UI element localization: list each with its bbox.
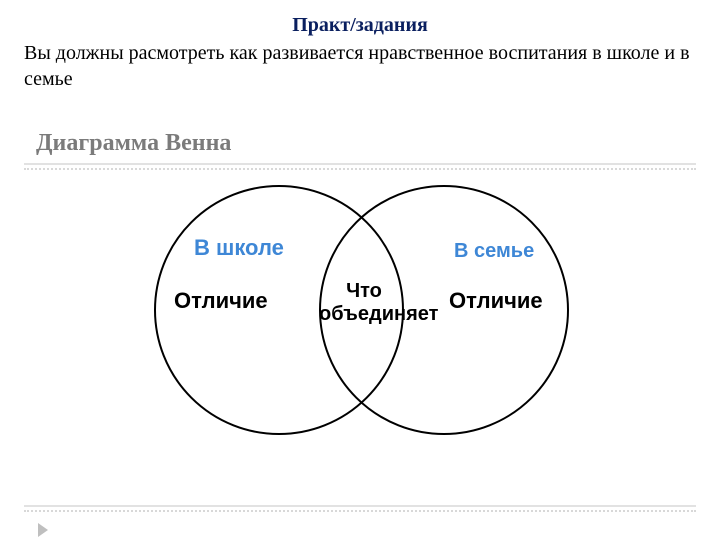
slide: Практ/задания Вы должны расмотреть как р… [0, 0, 720, 540]
rule-dotted-bottom [24, 510, 696, 512]
venn-diagram: В школе В семье Отличие Отличие Что объе… [24, 170, 696, 460]
rule-solid [24, 163, 696, 165]
play-marker-icon [38, 523, 48, 537]
venn-right-top-label: В семье [454, 240, 534, 263]
top-rules [24, 163, 696, 170]
page-title: Практ/задания [24, 14, 696, 37]
venn-right-diff-label: Отличие [449, 288, 543, 314]
rule-solid-bottom [24, 505, 696, 507]
venn-title: Диаграмма Венна [36, 130, 696, 157]
bottom-rules [24, 505, 696, 512]
venn-left-top-label: В школе [194, 235, 284, 261]
task-text: Вы должны расмотреть как развивается нра… [24, 41, 696, 92]
venn-left-diff-label: Отличие [174, 288, 268, 314]
venn-intersection-label: Что объединяет [319, 280, 409, 326]
